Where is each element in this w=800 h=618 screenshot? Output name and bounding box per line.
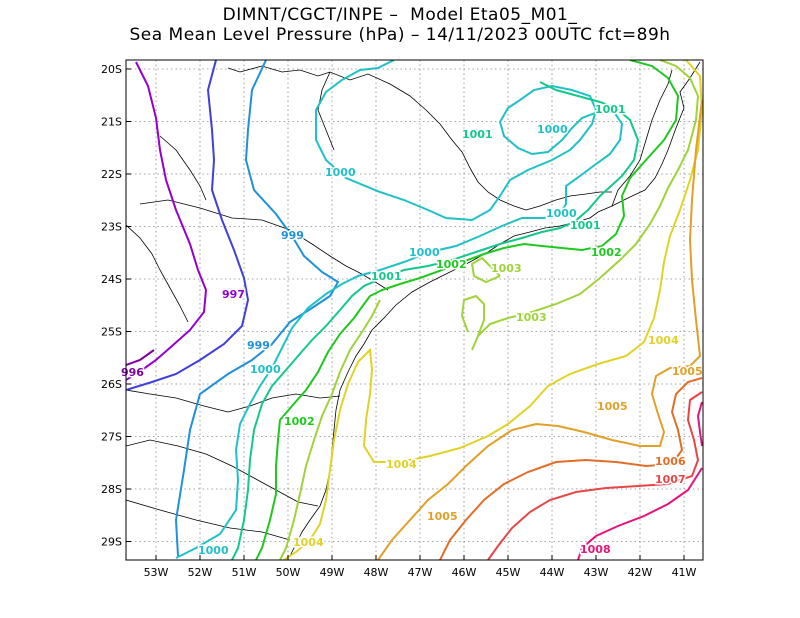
state-border-pr-sc (126, 389, 341, 413)
border-rj-mg (525, 191, 612, 211)
label-1007: 1007 (655, 473, 686, 486)
label-1002-b: 1002 (591, 246, 622, 259)
label-1005-b: 1005 (597, 400, 628, 413)
lat-tick-label: 22S (101, 168, 122, 181)
isobar-1004 (283, 60, 703, 560)
isobar-1002 (255, 60, 680, 560)
chart-title-line2: Sea Mean Level Pressure (hPa) – 14/11/20… (129, 25, 671, 45)
state-border-sc-rs (126, 439, 319, 507)
label-1003-a: 1003 (491, 262, 522, 275)
label-1000-f: 1000 (546, 207, 577, 220)
label-1004-a: 1004 (648, 334, 679, 347)
isobar-999 (174, 60, 340, 557)
coastline (289, 61, 701, 557)
isobar-1001 (231, 81, 640, 560)
axis-ticks: 53W 52W 51W 50W 49W 48W 47W 46W 45W 44W 43W 42W 41W 2… (101, 63, 697, 579)
lon-tick-label: 47W (408, 566, 433, 579)
label-1000-a: 1000 (325, 166, 356, 179)
lon-tick-label: 43W (584, 566, 609, 579)
label-999-a: 999 (281, 229, 304, 242)
label-1005-a: 1005 (672, 365, 703, 378)
lon-tick-label: 53W (144, 566, 169, 579)
label-1001-a: 1001 (462, 128, 493, 141)
map-frame (125, 59, 704, 561)
lat-tick-label: 23S (101, 221, 122, 234)
label-1001-d: 1001 (570, 219, 601, 232)
border-ms (159, 135, 207, 201)
isobar-998 (126, 60, 250, 391)
lat-tick-label: 29S (101, 536, 122, 549)
label-1005-c: 1005 (427, 510, 458, 523)
label-1003-b: 1003 (516, 311, 547, 324)
isobar-1005 (377, 99, 703, 560)
isobar-1006 (439, 377, 703, 560)
lon-tick-label: 44W (540, 566, 565, 579)
label-1000-e: 1000 (198, 544, 229, 557)
lon-tick-label: 51W (232, 566, 257, 579)
lat-tick-label: 20S (101, 63, 122, 76)
isobar-group (126, 60, 703, 560)
chart-title-line1: DIMNT/CGCT/INPE – Model Eta05_M01_ (222, 5, 578, 25)
label-1000-b: 1000 (537, 123, 568, 136)
isobar-1007 (487, 391, 703, 560)
border-go (317, 71, 335, 151)
isobar-997 (126, 61, 208, 381)
label-1001-b: 1001 (595, 103, 626, 116)
lon-tick-label: 45W (496, 566, 521, 579)
lat-tick-label: 28S (101, 483, 122, 496)
isobar-1008 (577, 401, 703, 560)
lon-tick-label: 41W (672, 566, 697, 579)
lat-tick-label: 26S (101, 378, 122, 391)
isobar-1003 (279, 60, 700, 560)
label-1001-c: 1001 (371, 270, 402, 283)
lat-tick-label: 24S (101, 273, 122, 286)
label-1002-a: 1002 (436, 258, 467, 271)
lat-tick-label: 25S (101, 326, 122, 339)
isobar-1000 (175, 60, 624, 559)
label-1002-c: 1002 (284, 415, 315, 428)
label-996: 996 (121, 366, 144, 379)
lon-tick-label: 52W (188, 566, 213, 579)
label-1000-c: 1000 (409, 246, 440, 259)
label-997: 997 (222, 288, 245, 301)
state-border-sp-pr (139, 199, 389, 291)
lon-tick-label: 48W (364, 566, 389, 579)
label-1000-d: 1000 (250, 363, 281, 376)
lat-tick-label: 21S (101, 116, 122, 129)
label-1006: 1006 (655, 455, 686, 468)
state-border-mg-sp (227, 65, 527, 211)
isobar-labels: 996 997 999 999 1000 1000 1000 1000 1000… (120, 102, 705, 559)
isobar-996 (126, 349, 155, 366)
lon-tick-label: 46W (452, 566, 477, 579)
label-999-b: 999 (247, 339, 270, 352)
lon-tick-label: 50W (276, 566, 301, 579)
lon-tick-label: 49W (320, 566, 345, 579)
lon-tick-label: 42W (628, 566, 653, 579)
lat-tick-label: 27S (101, 431, 122, 444)
border-rj-es (611, 69, 673, 207)
label-1004-c: 1004 (293, 536, 324, 549)
label-1008: 1008 (580, 543, 611, 556)
river-parana (126, 224, 189, 323)
label-1004-b: 1004 (386, 458, 417, 471)
